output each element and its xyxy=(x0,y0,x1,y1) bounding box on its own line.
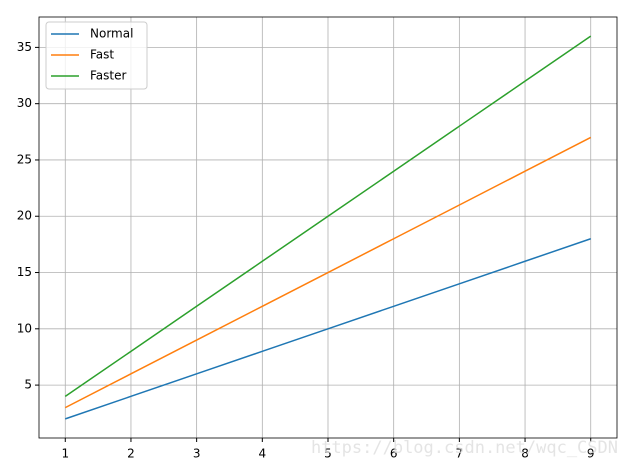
y-tick-label: 10 xyxy=(17,321,32,335)
y-tick-label: 35 xyxy=(17,40,32,54)
x-tick-label: 8 xyxy=(521,447,529,461)
y-tick-label: 30 xyxy=(17,96,32,110)
x-tick-label: 4 xyxy=(258,447,266,461)
legend-label: Faster xyxy=(90,69,126,83)
y-tick-label: 25 xyxy=(17,152,32,166)
y-tick-label: 20 xyxy=(17,209,32,223)
legend-box xyxy=(45,21,148,90)
data-line xyxy=(65,238,591,420)
data-line xyxy=(64,35,592,397)
x-tick-label: 2 xyxy=(127,447,135,461)
legend-label: Normal xyxy=(90,27,133,41)
x-tick-label: 6 xyxy=(390,447,398,461)
x-tick-label: 3 xyxy=(193,447,201,461)
data-line xyxy=(64,136,592,409)
y-tick-label: 5 xyxy=(24,378,32,392)
x-tick-label: 5 xyxy=(324,447,332,461)
plot-frame xyxy=(38,16,618,439)
x-tick-label: 7 xyxy=(456,447,464,461)
watermark: https://blog.csdn.net/wqc_CSDN xyxy=(311,438,618,458)
legend-label: Fast xyxy=(90,48,114,62)
x-tick-label: 1 xyxy=(61,447,69,461)
legend: Normal Fast Faster xyxy=(45,21,148,90)
y-tick-label: 15 xyxy=(17,265,32,279)
x-tick-label: 9 xyxy=(587,447,595,461)
